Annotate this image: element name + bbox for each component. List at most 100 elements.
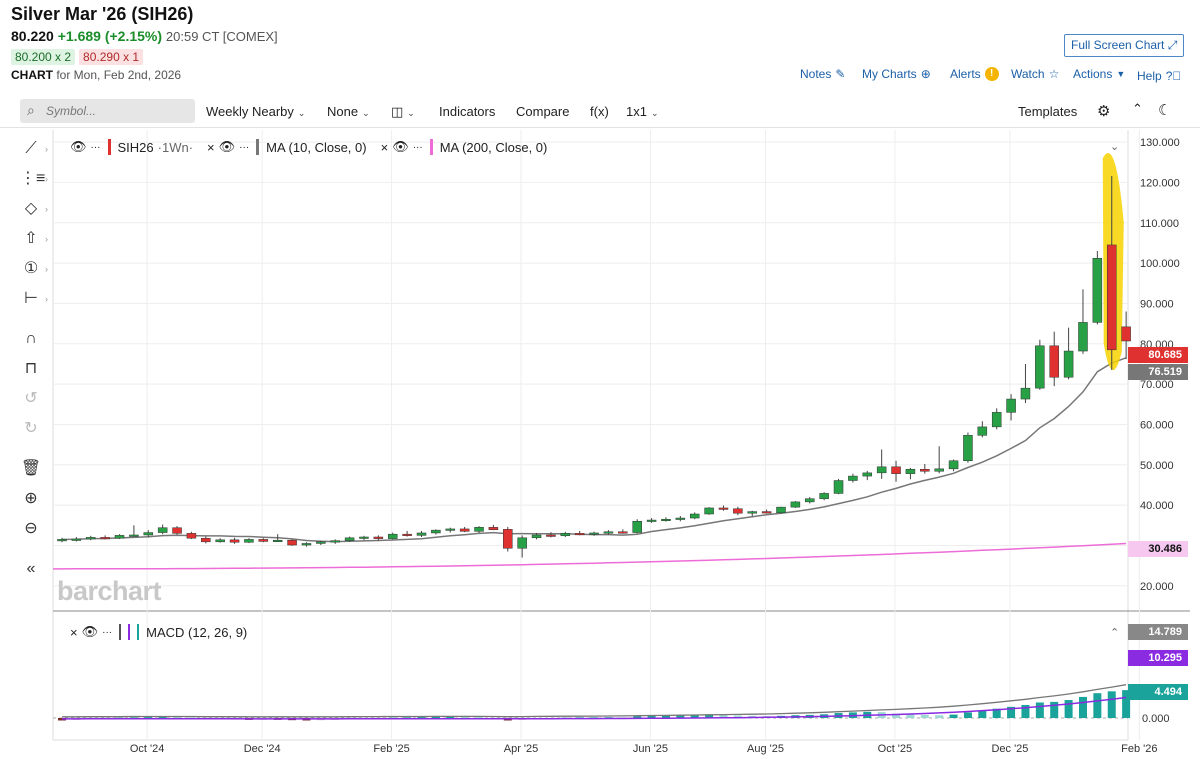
- macd-label[interactable]: MACD (12, 26, 9): [146, 624, 248, 640]
- chart-type-dropdown[interactable]: ◫ ⌄: [391, 104, 415, 120]
- more-icon[interactable]: ···: [239, 141, 250, 153]
- undo-icon[interactable]: ↺: [24, 390, 38, 407]
- candle-body: [186, 533, 197, 539]
- candle-body: [805, 498, 815, 503]
- fx-button[interactable]: f(x): [590, 104, 609, 119]
- candle-body: [488, 527, 499, 530]
- candle-body: [1049, 345, 1059, 378]
- x-tick-label: Dec '24: [244, 743, 281, 755]
- eye-icon[interactable]: 👁: [218, 139, 236, 154]
- watch-link[interactable]: Watch ☆: [1011, 67, 1059, 81]
- ma200-legend[interactable]: MA (200, Close, 0): [439, 139, 548, 155]
- full-screen-button[interactable]: Full Screen Chart ⤢: [1064, 34, 1185, 57]
- ma10-legend[interactable]: MA (10, Close, 0): [266, 139, 367, 155]
- close-icon[interactable]: ×: [380, 139, 389, 155]
- help-link[interactable]: Help ?⃝: [1137, 69, 1181, 83]
- candle-body: [272, 539, 283, 542]
- candle-body: [618, 531, 628, 534]
- macd-zero-label: 0.000: [1142, 713, 1170, 725]
- candle-body: [546, 534, 556, 537]
- overlay-label: None: [327, 104, 359, 119]
- candle-body: [287, 539, 297, 546]
- signal-line: [62, 696, 1127, 720]
- more-icon[interactable]: ···: [412, 141, 423, 153]
- macd-histogram-bar: [906, 714, 915, 718]
- redo-icon[interactable]: ↻: [24, 420, 38, 437]
- arrow-tool-icon[interactable]: ⇧: [24, 230, 38, 247]
- macd-histogram-bar: [173, 716, 182, 718]
- period-dropdown[interactable]: Weekly Nearby ⌄: [206, 104, 305, 119]
- x-tick-label: Oct '24: [130, 743, 165, 755]
- alerts-link[interactable]: Alerts !: [950, 67, 999, 81]
- candle: [1078, 289, 1088, 354]
- macd-histogram-bar: [920, 714, 929, 718]
- trash-icon[interactable]: 🗑: [20, 460, 42, 477]
- chevron-right-icon: ›: [45, 144, 48, 154]
- candle-body: [1063, 350, 1074, 378]
- line-tool-icon[interactable]: ⟋: [25, 140, 37, 157]
- candle: [186, 531, 197, 540]
- macd-histogram-bar: [158, 716, 167, 718]
- my-charts-link[interactable]: My Charts ⊕: [862, 67, 931, 81]
- chevron-down-icon: ⌄: [362, 108, 370, 118]
- macd-chevron-icon[interactable]: ⌃: [1110, 627, 1120, 639]
- candle-body: [143, 532, 154, 536]
- symbol-legend[interactable]: SIH26: [117, 139, 154, 155]
- barchart-watermark: barchart: [57, 576, 162, 606]
- templates-button[interactable]: Templates: [1018, 104, 1078, 119]
- layout-dropdown[interactable]: 1x1 ⌄: [626, 104, 659, 119]
- moon-icon[interactable]: ☾: [1158, 102, 1172, 119]
- actions-menu[interactable]: Actions ▼: [1073, 67, 1125, 81]
- measure-tool-icon[interactable]: ⊢: [24, 290, 38, 307]
- magnet-icon[interactable]: ∩: [25, 330, 37, 347]
- chevron-right-icon: ›: [45, 204, 48, 214]
- close-icon[interactable]: ×: [207, 139, 215, 155]
- macd-histogram-bar: [647, 715, 656, 718]
- chart-date-line: CHART for Mon, Feb 2nd, 2026: [11, 68, 181, 82]
- eye-icon[interactable]: 👁: [70, 139, 87, 154]
- zoom-in-icon[interactable]: ⊕: [24, 490, 38, 507]
- y-tick-label: 70.000: [1140, 379, 1174, 391]
- annotation-tool-icon[interactable]: ①: [23, 260, 39, 277]
- candle: [891, 460, 901, 482]
- more-icon[interactable]: ···: [90, 141, 101, 153]
- candle-body: [905, 468, 916, 474]
- candle-body: [948, 460, 959, 470]
- collapse-sidebar-icon[interactable]: «: [26, 560, 36, 577]
- more-icon[interactable]: ···: [102, 626, 113, 638]
- y-tick-label: 130.000: [1140, 137, 1180, 149]
- help-icon: ?⃝: [1165, 69, 1182, 83]
- candle-body: [574, 533, 585, 536]
- candle-body: [57, 539, 67, 542]
- chevron-down-icon: ⌄: [650, 108, 659, 118]
- watch-label: Watch: [1011, 67, 1045, 81]
- fib-tool-icon[interactable]: ⋮≡: [20, 170, 46, 187]
- overlay-dropdown[interactable]: None ⌄: [327, 104, 370, 119]
- gear-icon[interactable]: ⚙: [1097, 103, 1111, 120]
- candle-body: [790, 501, 801, 508]
- legend-chevron-icon[interactable]: ⌄: [1110, 141, 1120, 153]
- candle-body: [991, 412, 1002, 428]
- shape-tool-icon[interactable]: ◇: [24, 200, 38, 217]
- candle: [129, 525, 139, 537]
- zoom-out-icon[interactable]: ⊖: [24, 520, 38, 537]
- macd-histogram-bar: [1093, 693, 1102, 718]
- candle-body: [1020, 387, 1031, 400]
- unlock-icon[interactable]: ⊓: [24, 360, 38, 377]
- macd-histogram-bar: [690, 714, 699, 718]
- chart-toolbar: [0, 95, 1200, 128]
- candle: [387, 532, 398, 540]
- candle-body: [733, 508, 743, 514]
- candle: [977, 421, 988, 438]
- eye-icon[interactable]: 👁: [81, 624, 99, 639]
- indicators-button[interactable]: Indicators: [439, 104, 496, 119]
- symbol-search-input[interactable]: Symbol...: [20, 99, 195, 123]
- close-icon[interactable]: ×: [70, 624, 78, 640]
- eye-icon[interactable]: 👁: [392, 139, 409, 154]
- notes-link[interactable]: Notes ✎: [800, 67, 845, 81]
- compare-button[interactable]: Compare: [516, 104, 570, 119]
- collapse-icon[interactable]: ⌃: [1132, 101, 1143, 116]
- candle-body: [344, 537, 355, 541]
- candle-body: [258, 539, 269, 542]
